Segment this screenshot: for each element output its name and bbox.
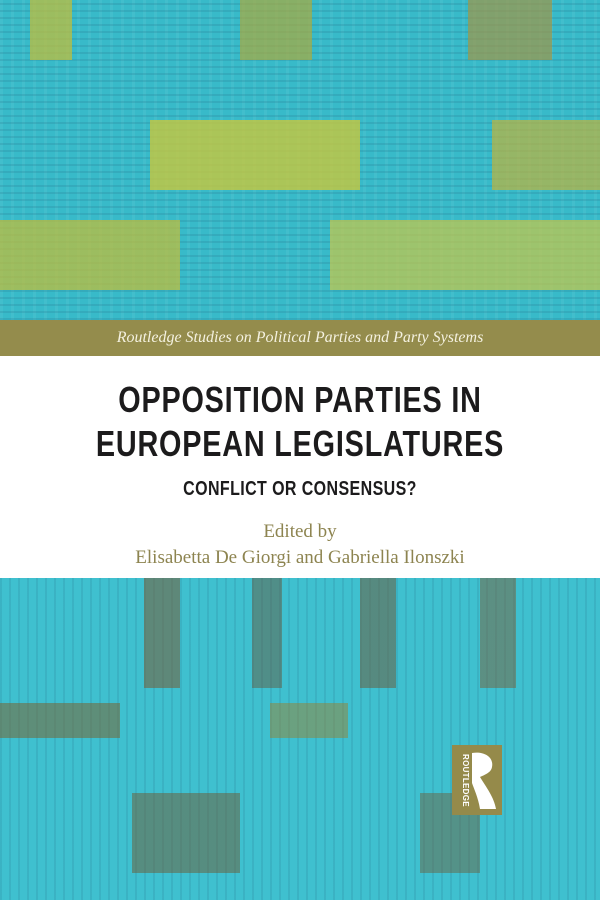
series-band: Routledge Studies on Political Parties a… [0, 320, 600, 356]
title-line-2: EUROPEAN LEGISLATURES [95, 423, 505, 464]
title-panel: OPPOSITION PARTIES IN EUROPEAN LEGISLATU… [0, 356, 600, 578]
cover-artwork-top [0, 0, 600, 320]
title-line-1: OPPOSITION PARTIES IN [118, 379, 482, 420]
cover-artwork-bottom [0, 578, 600, 900]
profile-r-icon [472, 752, 496, 809]
book-subtitle: CONFLICT OR CONSENSUS? [183, 478, 417, 500]
routledge-logo: ROUTLEDGE [452, 745, 502, 815]
editors: Elisabetta De Giorgi and Gabriella Ilons… [135, 547, 465, 568]
edited-by-label: Edited by [263, 521, 337, 542]
logo-text: ROUTLEDGE [461, 753, 470, 807]
series-title: Routledge Studies on Political Parties a… [116, 329, 484, 346]
book-title: OPPOSITION PARTIES IN EUROPEAN LEGISLATU… [60, 378, 540, 466]
